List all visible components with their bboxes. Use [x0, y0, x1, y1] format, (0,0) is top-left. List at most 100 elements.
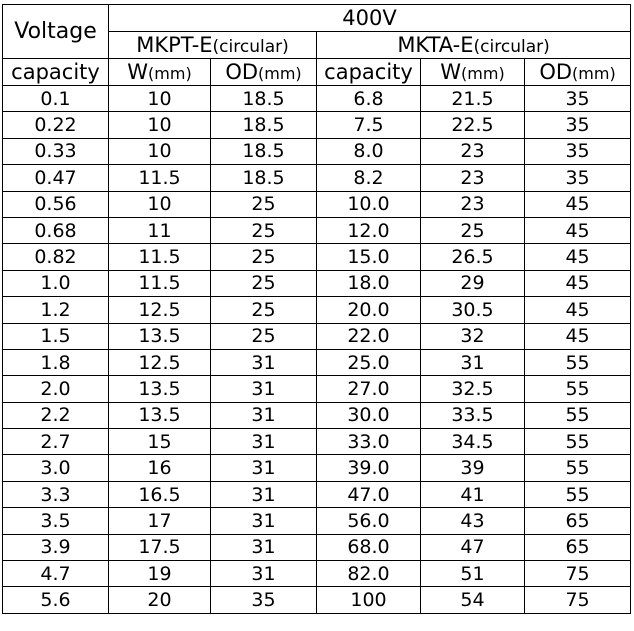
mkta-w-cell: 23	[420, 190, 525, 218]
mkpt-w-cell: 10	[108, 84, 211, 113]
mkta-w-cell: 33.5	[420, 401, 525, 430]
mkpt-w-cell: 16.5	[108, 480, 211, 509]
mkta-capacity-cell: 30.0	[316, 401, 421, 430]
mkpt-od-cell: 31	[210, 560, 317, 588]
mkta-w-cell: 32.5	[420, 375, 525, 403]
mkta-w-cell: 30.5	[420, 296, 525, 324]
table-row: 3.0 16 31 39.0 39 55	[2, 454, 632, 482]
mkpt-od-cell: 31	[210, 375, 317, 403]
table-row: 0.82 11.5 25 15.0 26.5 45	[2, 243, 632, 271]
mkpt-od-cell: 25	[210, 190, 317, 218]
w-label: W	[127, 60, 149, 84]
group2-name: MKTA-E	[397, 33, 474, 57]
mkpt-od-cell: 18.5	[210, 164, 317, 192]
mkta-w-cell: 54	[420, 586, 525, 614]
table-row: 5.6 20 35 100 54 75	[2, 586, 632, 614]
mkta-od-cell: 45	[523, 322, 632, 350]
mkpt-w-cell: 11.5	[108, 164, 211, 192]
table-row: 3.3 16.5 31 47.0 41 55	[2, 480, 632, 509]
mkpt-od-cell: 31	[210, 454, 317, 482]
capacity-cell: 4.7	[2, 560, 109, 588]
mkpt-od-cell: 25	[210, 296, 317, 324]
mkta-capacity-cell: 68.0	[316, 533, 421, 562]
mkta-capacity-cell: 8.2	[316, 164, 421, 192]
mkta-od-cell: 65	[523, 507, 632, 535]
capacity-cell: 2.7	[2, 428, 109, 456]
mkpt-od-cell: 31	[210, 401, 317, 430]
mkta-capacity-cell: 20.0	[316, 296, 421, 324]
capacity-cell: 0.47	[2, 164, 109, 192]
mkpt-od-cell: 18.5	[210, 111, 317, 139]
unit-label: (mm)	[461, 64, 505, 83]
mkta-od-cell: 55	[523, 348, 632, 377]
capacity-cell: 0.1	[2, 84, 109, 113]
mkta-od-cell: 55	[523, 428, 632, 456]
unit-label: (mm)	[148, 64, 192, 83]
mkpt-w-cell: 11.5	[108, 269, 211, 298]
table-row: 0.47 11.5 18.5 8.2 23 35	[2, 164, 632, 192]
mkpt-od-cell: 31	[210, 480, 317, 509]
mkpt-w-cell: 19	[108, 560, 211, 588]
mkta-capacity-cell: 22.0	[316, 322, 421, 350]
mkta-od-cell: 75	[523, 586, 632, 614]
mkpt-od-cell: 31	[210, 348, 317, 377]
capacity-cell: 3.9	[2, 533, 109, 562]
mkta-od-cell: 55	[523, 401, 632, 430]
mkta-w-cell: 29	[420, 269, 525, 298]
group2-w-header: W(mm)	[420, 58, 525, 86]
group2-suffix: (circular)	[473, 37, 550, 57]
mkpt-w-cell: 13.5	[108, 322, 211, 350]
table-row: 0.22 10 18.5 7.5 22.5 35	[2, 111, 632, 139]
voltage-header-cell: Voltage	[2, 4, 109, 59]
mkta-w-cell: 39	[420, 454, 525, 482]
capacity-label: capacity	[324, 60, 413, 84]
mkpt-od-cell: 25	[210, 269, 317, 298]
capacity-cell: 0.22	[2, 111, 109, 139]
mkta-od-cell: 45	[523, 190, 632, 218]
mkta-od-cell: 45	[523, 216, 632, 245]
mkpt-w-cell: 10	[108, 190, 211, 218]
capacity-cell: 0.82	[2, 243, 109, 271]
capacity-cell: 2.2	[2, 401, 109, 430]
group2-capacity-header: capacity	[316, 58, 421, 86]
mkta-w-cell: 51	[420, 560, 525, 588]
group2-header: MKTA-E(circular)	[315, 31, 632, 59]
table-row: 3.9 17.5 31 68.0 47 65	[2, 533, 632, 562]
unit-label: (mm)	[258, 64, 302, 83]
capacitor-dimension-table: Voltage 400V MKPT-E (circular) MKTA-E(cir…	[2, 4, 632, 614]
mkpt-w-cell: 11.5	[108, 243, 211, 271]
table-row: 1.2 12.5 25 20.0 30.5 45	[2, 296, 632, 324]
voltage-value: 400V	[342, 6, 397, 30]
unit-label: (mm)	[572, 64, 616, 83]
mkpt-od-cell: 18.5	[210, 84, 317, 113]
mkta-w-cell: 31	[420, 348, 525, 377]
mkta-od-cell: 55	[523, 454, 632, 482]
mkta-od-cell: 55	[523, 375, 632, 403]
mkpt-w-cell: 20	[108, 586, 211, 614]
mkta-od-cell: 35	[523, 84, 632, 113]
mkpt-w-cell: 17.5	[108, 533, 211, 562]
mkpt-w-cell: 12.5	[108, 296, 211, 324]
group1-name: MKPT-E	[136, 33, 213, 57]
table-row: 1.5 13.5 25 22.0 32 45	[2, 322, 632, 350]
mkpt-w-cell: 12.5	[108, 348, 211, 377]
capacity-cell: 3.0	[2, 454, 109, 482]
mkta-w-cell: 23	[420, 164, 525, 192]
voltage-label: Voltage	[14, 19, 97, 44]
mkta-capacity-cell: 82.0	[316, 560, 421, 588]
capacity-label: capacity	[11, 60, 100, 84]
mkta-od-cell: 35	[523, 111, 632, 139]
table-row: 0.33 10 18.5 8.0 23 35	[2, 137, 632, 166]
mkta-capacity-cell: 6.8	[316, 84, 421, 113]
mkta-capacity-cell: 10.0	[316, 190, 421, 218]
capacity-cell: 2.0	[2, 375, 109, 403]
table-row: 0.1 10 18.5 6.8 21.5 35	[2, 84, 632, 113]
capacity-cell: 0.33	[2, 137, 109, 166]
capacity-cell: 5.6	[2, 586, 109, 614]
mkta-od-cell: 35	[523, 164, 632, 192]
group2-od-header: OD(mm)	[523, 58, 632, 86]
mkta-capacity-cell: 8.0	[316, 137, 421, 166]
mkta-w-cell: 34.5	[420, 428, 525, 456]
group1-w-header: W(mm)	[108, 58, 211, 86]
table-row: 0.68 11 25 12.0 25 45	[2, 216, 632, 245]
